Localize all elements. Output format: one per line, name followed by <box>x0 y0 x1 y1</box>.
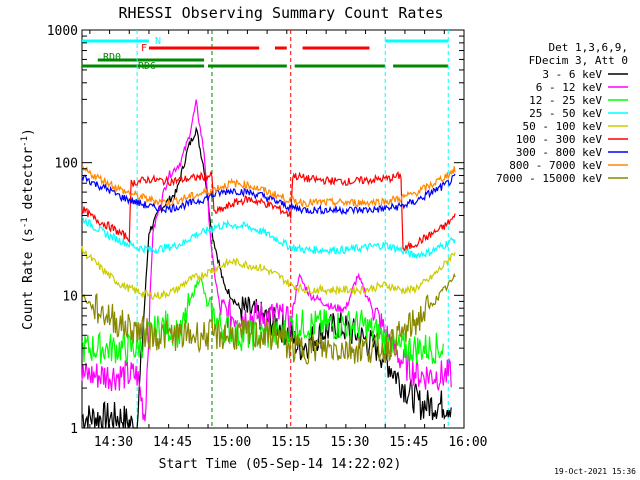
legend-header-2: FDecim 3, Att 0 <box>529 54 628 67</box>
legend-label: 3 - 6 keV <box>542 68 602 81</box>
series-line-5 <box>81 245 456 301</box>
x-tick-label: 14:45 <box>153 435 192 450</box>
legend-label: 25 - 50 keV <box>529 107 602 120</box>
flag-bars: NF RD0 RD6 <box>82 30 449 428</box>
legend-label: 50 - 100 keV <box>523 120 603 133</box>
x-tick-label: 16:00 <box>448 435 487 450</box>
series-line-6 <box>81 171 456 252</box>
timestamp: 19-Oct-2021 15:36 <box>554 467 636 476</box>
y-axis-label-tail: detector <box>21 147 36 218</box>
y-axis-label-text: Count Rate (s <box>21 228 36 330</box>
legend-label: 300 - 800 keV <box>516 146 602 159</box>
y-axis-label-sup: -1 <box>20 217 30 228</box>
chart-title: RHESSI Observing Summary Count Rates <box>118 4 443 22</box>
series-line-7 <box>81 173 456 216</box>
series-line-4 <box>81 217 456 259</box>
legend-label: 100 - 300 keV <box>516 133 602 146</box>
legend-label: 12 - 25 keV <box>529 94 602 107</box>
x-tick-label: 15:45 <box>389 435 428 450</box>
series-line-8 <box>81 165 456 208</box>
flag-rd6-label: RD6 <box>138 61 156 72</box>
x-axis-label: Start Time (05-Sep-14 14:22:02) <box>159 457 402 472</box>
y-axis-label-close: ) <box>21 128 36 136</box>
series-line-9 <box>81 272 456 365</box>
legend-label: 7000 - 15000 keV <box>496 172 602 185</box>
y-tick-label: 1000 <box>47 24 78 39</box>
y-tick-label: 100 <box>55 157 78 172</box>
legend: Det 1,3,6,9, FDecim 3, Att 0 3 - 6 keV6 … <box>496 41 628 185</box>
series-lines <box>81 99 456 429</box>
plot-frame <box>81 29 465 429</box>
series-line-3 <box>81 276 444 364</box>
x-tick-label: 15:00 <box>212 435 251 450</box>
x-tick-label: 15:30 <box>330 435 369 450</box>
y-tick-label: 1 <box>70 422 78 437</box>
legend-header-1: Det 1,3,6,9, <box>549 41 628 54</box>
flag-f-label: F <box>141 43 147 54</box>
legend-label: 6 - 12 keV <box>536 81 603 94</box>
x-tick-label: 14:30 <box>94 435 133 450</box>
flag-n-label: N <box>155 36 161 47</box>
x-axis-ticks: 14:30 14:45 15:00 15:15 15:30 15:45 16:00 <box>89 30 488 450</box>
y-tick-label: 10 <box>62 289 78 304</box>
y-axis-label-tail-sup: -1 <box>20 136 30 147</box>
legend-label: 800 - 7000 keV <box>509 159 602 172</box>
y-axis-label: Count Rate (s-1 detector-1) <box>20 128 36 330</box>
x-tick-label: 15:15 <box>271 435 310 450</box>
flag-rd0-label: RD0 <box>103 52 121 63</box>
y-axis-ticks: 1 10 100 1000 <box>47 24 464 437</box>
